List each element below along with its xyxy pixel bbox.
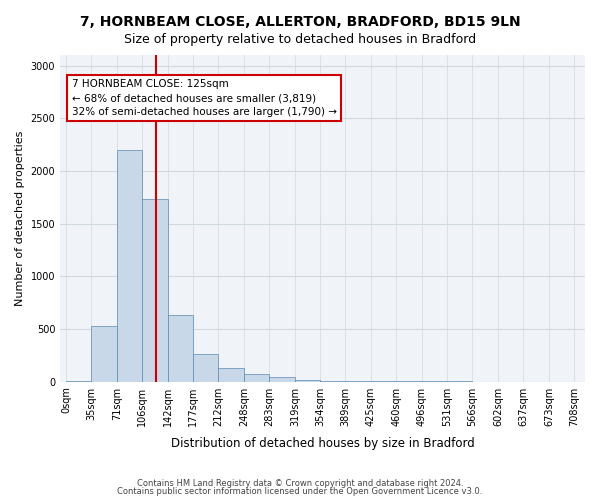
Bar (193, 354, 218, 382)
Bar (320, 381, 345, 382)
Bar (269, 378, 295, 382)
Bar (142, 200, 167, 382)
Text: Contains HM Land Registry data © Crown copyright and database right 2024.: Contains HM Land Registry data © Crown c… (137, 478, 463, 488)
Bar (117, 150, 142, 382)
Y-axis label: Number of detached properties: Number of detached properties (15, 130, 25, 306)
Bar (371, 381, 396, 382)
Bar (218, 368, 244, 382)
Bar (168, 314, 193, 382)
Text: 7, HORNBEAM CLOSE, ALLERTON, BRADFORD, BD15 9LN: 7, HORNBEAM CLOSE, ALLERTON, BRADFORD, B… (80, 15, 520, 29)
Bar (91, 326, 116, 382)
Bar (66, 381, 91, 382)
Text: Contains public sector information licensed under the Open Government Licence v3: Contains public sector information licen… (118, 487, 482, 496)
Bar (295, 380, 320, 382)
Text: 7 HORNBEAM CLOSE: 125sqm
← 68% of detached houses are smaller (3,819)
32% of sem: 7 HORNBEAM CLOSE: 125sqm ← 68% of detach… (71, 79, 337, 117)
X-axis label: Distribution of detached houses by size in Bradford: Distribution of detached houses by size … (171, 437, 475, 450)
Text: Size of property relative to detached houses in Bradford: Size of property relative to detached ho… (124, 32, 476, 46)
Bar (346, 380, 371, 382)
Bar (244, 374, 269, 382)
